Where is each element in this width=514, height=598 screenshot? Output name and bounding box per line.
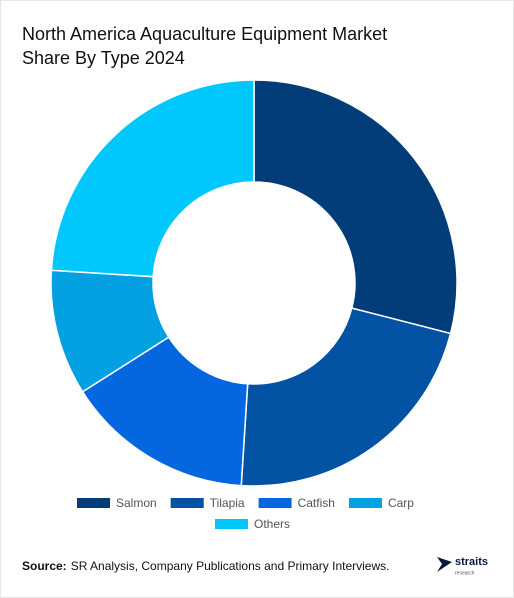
chart-title: North America Aquaculture Equipment Mark…: [22, 24, 387, 44]
legend-swatch: [170, 498, 204, 508]
slice: [240, 307, 452, 487]
source-label: Source:: [22, 559, 67, 573]
slice: [253, 79, 458, 335]
legend-swatch: [348, 498, 382, 508]
legend-label: Salmon: [116, 496, 157, 510]
legend-label: Others: [254, 517, 290, 531]
legend-label: Catfish: [298, 496, 335, 510]
legend-swatch: [258, 498, 292, 508]
legend-label: Tilapia: [210, 496, 245, 510]
donut: [50, 79, 458, 487]
legend-swatch: [77, 498, 110, 508]
source: Source: SR Analysis, Company Publications…: [22, 559, 389, 573]
slice: [81, 336, 249, 487]
legend: Salmon Tilapia Catfish Carp Others: [77, 496, 414, 531]
logo-icon: [437, 557, 452, 572]
logo: straits: [455, 556, 488, 568]
source-text: SR Analysis, Company Publications and Pr…: [71, 559, 390, 573]
legend-swatch: [215, 519, 248, 529]
slice: [50, 79, 255, 278]
logo-sub: research: [455, 570, 475, 576]
legend-label: Carp: [388, 496, 414, 510]
chart-title: Share By Type 2024: [22, 48, 185, 68]
